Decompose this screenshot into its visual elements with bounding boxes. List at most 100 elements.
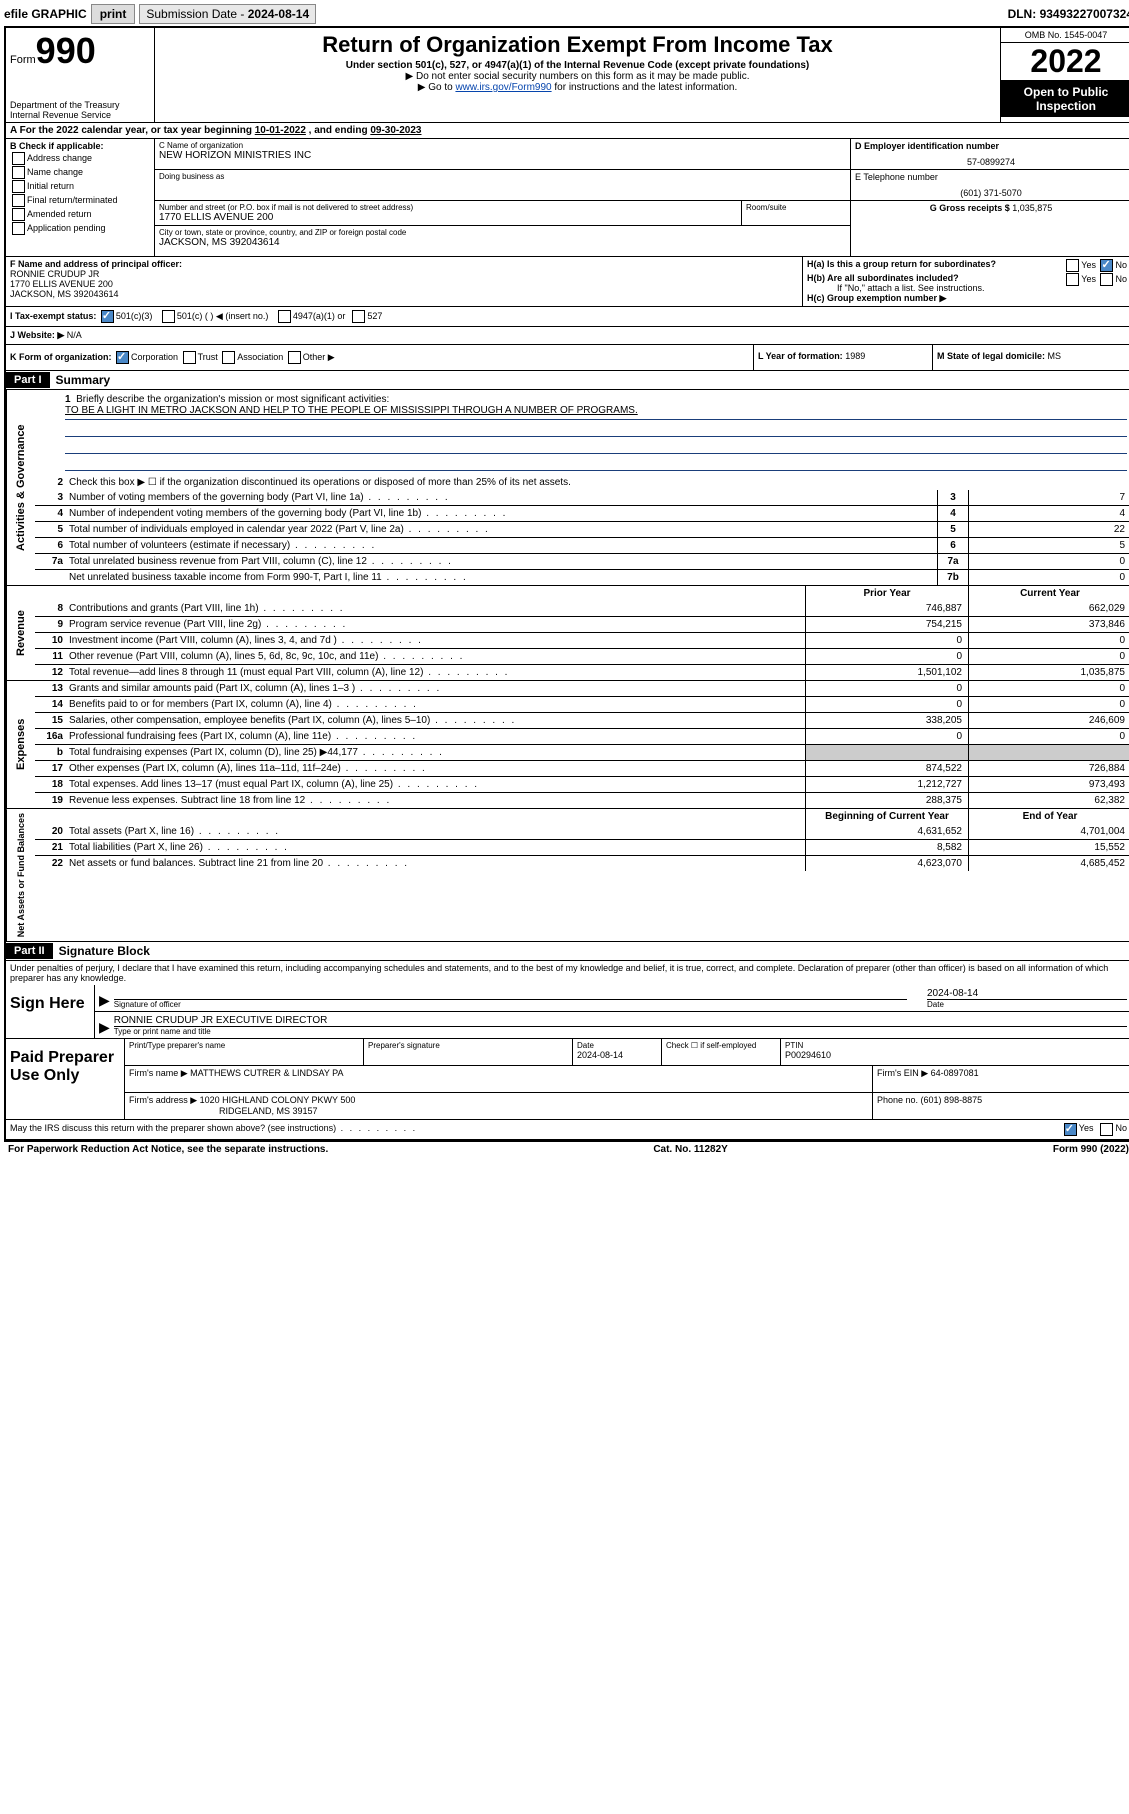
sig-officer-label: Signature of officer (114, 999, 907, 1009)
city-label: City or town, state or province, country… (159, 228, 846, 237)
summary-line: bTotal fundraising expenses (Part IX, co… (35, 744, 1129, 760)
submission-date-field: Submission Date - 2024-08-14 (139, 4, 316, 24)
dba-label: Doing business as (159, 172, 846, 181)
dept-label: Department of the Treasury (10, 100, 150, 110)
group-return-block: H(a) Is this a group return for subordin… (802, 257, 1129, 306)
paid-preparer-label: Paid Preparer Use Only (6, 1039, 125, 1119)
arrow-icon: ▶ (99, 992, 110, 1009)
summary-line: 3Number of voting members of the governi… (35, 490, 1129, 505)
declaration-text: Under penalties of perjury, I declare th… (6, 961, 1129, 985)
line2-text: Check this box ▶ ☐ if the organization d… (65, 475, 1129, 490)
form-id-block: Form990 Department of the Treasury Inter… (6, 28, 155, 122)
summary-line: 13Grants and similar amounts paid (Part … (35, 681, 1129, 696)
type-name-label: Type or print name and title (114, 1026, 1127, 1036)
firm-addr1: 1020 HIGHLAND COLONY PKWY 500 (200, 1095, 356, 1105)
city-value: JACKSON, MS 392043614 (159, 237, 846, 248)
year-formation: L Year of formation: 1989 (753, 345, 932, 370)
cb-application-pending[interactable]: Application pending (10, 222, 150, 235)
part2-header: Part II (6, 943, 53, 959)
street-label: Number and street (or P.O. box if mail i… (159, 203, 737, 212)
preparer-date-label: Date (577, 1041, 657, 1050)
self-employed-check[interactable]: Check ☐ if self-employed (662, 1039, 781, 1065)
summary-line: 21Total liabilities (Part X, line 26)8,5… (35, 839, 1129, 855)
sign-here-label: Sign Here (6, 985, 94, 1038)
row-a-tax-year: A For the 2022 calendar year, or tax yea… (6, 123, 1129, 139)
cb-other[interactable] (288, 351, 301, 364)
cb-trust[interactable] (183, 351, 196, 364)
website-value: N/A (67, 330, 82, 340)
summary-line: 16aProfessional fundraising fees (Part I… (35, 728, 1129, 744)
website-row: J Website: ▶ N/A (6, 327, 1129, 345)
summary-line: 6Total number of volunteers (estimate if… (35, 537, 1129, 553)
ptin-label: PTIN (785, 1041, 1127, 1050)
cb-irs-yes[interactable] (1064, 1123, 1077, 1136)
part1-header: Part I (6, 372, 50, 388)
print-button[interactable]: print (91, 4, 136, 24)
year-block: OMB No. 1545-0047 2022 Open to Public In… (1000, 28, 1129, 122)
ein-label: D Employer identification number (855, 141, 999, 151)
sig-date: 2024-08-14 (927, 988, 1127, 999)
summary-line: 7aTotal unrelated business revenue from … (35, 553, 1129, 569)
summary-line: 4Number of independent voting members of… (35, 505, 1129, 521)
officer-name: RONNIE CRUDUP JR (10, 269, 798, 279)
irs-label: Internal Revenue Service (10, 110, 150, 120)
firm-phone: (601) 898-8875 (921, 1095, 983, 1105)
officer-addr1: 1770 ELLIS AVENUE 200 (10, 279, 798, 289)
org-name: NEW HORIZON MINISTRIES INC (159, 150, 846, 161)
firm-addr2: RIDGELAND, MS 39157 (219, 1106, 868, 1116)
cb-initial-return[interactable]: Initial return (10, 180, 150, 193)
top-toolbar: efile GRAPHIC print Submission Date - 20… (4, 4, 1129, 24)
cb-amended-return[interactable]: Amended return (10, 208, 150, 221)
irs-link[interactable]: www.irs.gov/Form990 (455, 82, 551, 93)
efile-label: efile GRAPHIC (4, 7, 87, 21)
omb-number: OMB No. 1545-0047 (1001, 28, 1129, 43)
summary-line: 14Benefits paid to or for members (Part … (35, 696, 1129, 712)
summary-line: Net unrelated business taxable income fr… (35, 569, 1129, 585)
beg-year-hdr: Beginning of Current Year (805, 809, 968, 824)
room-label: Room/suite (746, 203, 846, 212)
gross-value: 1,035,875 (1012, 203, 1052, 213)
summary-line: 9Program service revenue (Part VIII, lin… (35, 616, 1129, 632)
phone-label: E Telephone number (855, 172, 938, 182)
subtitle-3: ▶ Go to www.irs.gov/Form990 for instruct… (159, 82, 996, 93)
mission-block: 1 Briefly describe the organization's mi… (35, 390, 1129, 475)
preparer-sig-label: Preparer's signature (368, 1041, 568, 1050)
summary-line: 5Total number of individuals employed in… (35, 521, 1129, 537)
firm-phone-label: Phone no. (877, 1095, 921, 1105)
officer-printed: RONNIE CRUDUP JR EXECUTIVE DIRECTOR (114, 1015, 1127, 1026)
firm-name-label: Firm's name ▶ (129, 1068, 190, 1078)
cb-address-change[interactable]: Address change (10, 152, 150, 165)
street-value: 1770 ELLIS AVENUE 200 (159, 212, 737, 223)
form-title-block: Return of Organization Exempt From Incom… (155, 28, 1000, 122)
subtitle-2: ▶ Do not enter social security numbers o… (159, 71, 996, 82)
ein-value: 57-0899274 (855, 157, 1127, 167)
cb-irs-no[interactable] (1100, 1123, 1113, 1136)
current-year-hdr: Current Year (968, 586, 1129, 601)
sig-date-label: Date (927, 999, 1127, 1009)
tax-year: 2022 (1001, 43, 1129, 81)
vlabel-expenses: Expenses (6, 681, 35, 808)
firm-ein: 64-0897081 (931, 1068, 979, 1078)
may-irs-discuss: May the IRS discuss this return with the… (6, 1120, 1129, 1140)
summary-line: 18Total expenses. Add lines 13–17 (must … (35, 776, 1129, 792)
cb-corporation[interactable] (116, 351, 129, 364)
cb-527[interactable] (352, 310, 365, 323)
org-name-label: C Name of organization (159, 141, 846, 150)
form-of-org: K Form of organization: Corporation Trus… (6, 345, 753, 370)
tax-exempt-status: I Tax-exempt status: 501(c)(3) 501(c) ( … (6, 307, 1129, 327)
form-990: Form990 Department of the Treasury Inter… (4, 26, 1129, 1142)
cb-final-return[interactable]: Final return/terminated (10, 194, 150, 207)
col-c-org-info: C Name of organization NEW HORIZON MINIS… (155, 139, 850, 256)
cb-501c[interactable] (162, 310, 175, 323)
phone-value: (601) 371-5070 (855, 188, 1127, 198)
cb-501c3[interactable] (101, 310, 114, 323)
firm-addr-label: Firm's address ▶ (129, 1095, 200, 1105)
cb-name-change[interactable]: Name change (10, 166, 150, 179)
open-to-public: Open to Public Inspection (1001, 81, 1129, 117)
dln-field: DLN: 93493227007324 (1008, 7, 1129, 21)
summary-line: 11Other revenue (Part VIII, column (A), … (35, 648, 1129, 664)
cb-4947[interactable] (278, 310, 291, 323)
cb-association[interactable] (222, 351, 235, 364)
summary-line: 8Contributions and grants (Part VIII, li… (35, 601, 1129, 616)
footer: For Paperwork Reduction Act Notice, see … (4, 1142, 1129, 1157)
